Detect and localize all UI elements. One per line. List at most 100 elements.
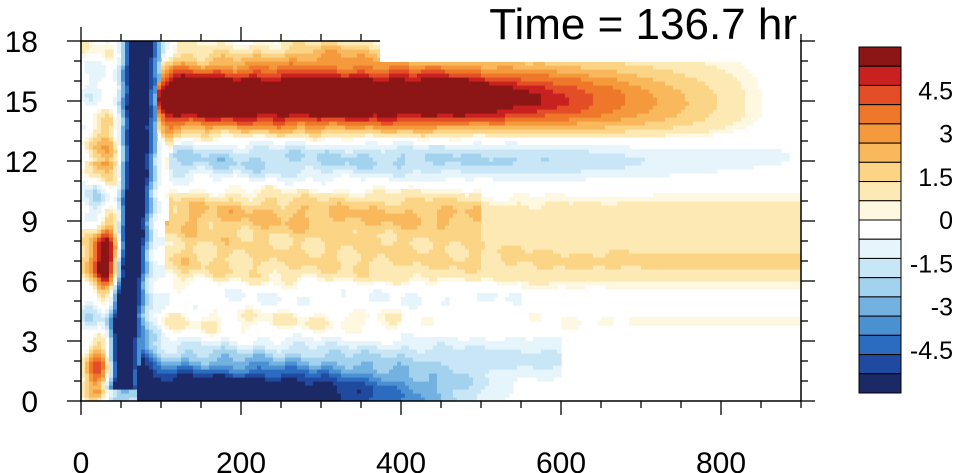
heatmap-cell — [329, 353, 334, 358]
heatmap-cell — [165, 337, 170, 342]
heatmap-cell — [713, 249, 718, 254]
heatmap-cell — [737, 321, 742, 326]
heatmap-cell — [269, 357, 274, 362]
heatmap-cell — [337, 233, 342, 238]
heatmap-cell — [641, 229, 646, 234]
heatmap-cell — [557, 353, 562, 358]
heatmap-cell — [621, 237, 626, 242]
heatmap-cell — [457, 385, 462, 390]
heatmap-cell — [253, 313, 258, 318]
heatmap-cell — [201, 229, 206, 234]
heatmap-cell — [93, 381, 98, 386]
heatmap-cell — [521, 365, 526, 370]
heatmap-cell — [245, 237, 250, 242]
heatmap-cell — [601, 281, 606, 286]
heatmap-cell — [93, 281, 98, 286]
heatmap-cell — [353, 229, 358, 234]
heatmap-cell — [237, 237, 242, 242]
heatmap-cell — [205, 237, 210, 242]
heatmap-cell — [197, 353, 202, 358]
heatmap-cell — [413, 241, 418, 246]
heatmap-cell — [241, 381, 246, 386]
heatmap-cell — [145, 393, 150, 398]
heatmap-cell — [357, 389, 362, 394]
heatmap-cell — [473, 249, 478, 254]
heatmap-cell — [189, 277, 194, 282]
heatmap-cell — [701, 249, 706, 254]
heatmap-cell — [253, 237, 258, 242]
heatmap-cell — [773, 261, 778, 266]
heatmap-cell — [217, 357, 222, 362]
heatmap-cell — [233, 245, 238, 250]
heatmap-cell — [729, 285, 734, 290]
heatmap-cell — [317, 325, 322, 330]
heatmap-cell — [605, 257, 610, 262]
heatmap-cell — [713, 317, 718, 322]
heatmap-cell — [541, 337, 546, 342]
heatmap-cell — [285, 245, 290, 250]
heatmap-cell — [797, 229, 801, 234]
heatmap-cell — [277, 377, 282, 382]
heatmap-cell — [545, 273, 550, 278]
heatmap-cell — [165, 229, 170, 234]
heatmap-cell — [277, 393, 282, 398]
heatmap-cell — [449, 369, 454, 374]
heatmap-cell — [157, 385, 162, 390]
heatmap-cell — [437, 337, 442, 342]
heatmap-cell — [305, 237, 310, 242]
heatmap-cell — [413, 237, 418, 242]
heatmap-cell — [385, 365, 390, 370]
heatmap-cell — [105, 297, 110, 302]
heatmap-cell — [601, 233, 606, 238]
heatmap-cell — [193, 385, 198, 390]
heatmap-cell — [325, 345, 330, 350]
heatmap-cell — [281, 269, 286, 274]
heatmap-cell — [313, 381, 318, 386]
heatmap-cell — [217, 249, 222, 254]
heatmap-cell — [165, 249, 170, 254]
heatmap-cell — [173, 341, 178, 346]
heatmap-cell — [149, 229, 154, 234]
heatmap-cell — [441, 269, 446, 274]
heatmap-cell — [677, 245, 682, 250]
heatmap-cell — [521, 245, 526, 250]
heatmap-cell — [97, 261, 102, 266]
heatmap-cell — [177, 373, 182, 378]
heatmap-cell — [389, 353, 394, 358]
heatmap-cell — [265, 317, 270, 322]
heatmap-cell — [149, 321, 154, 326]
heatmap-cell — [85, 261, 90, 266]
heatmap-cell — [329, 245, 334, 250]
heatmap-cell — [769, 317, 774, 322]
heatmap-cell — [245, 233, 250, 238]
heatmap-cell — [137, 261, 142, 266]
heatmap-cell — [273, 313, 278, 318]
heatmap-cell — [429, 357, 434, 362]
heatmap-cell — [505, 249, 510, 254]
heatmap-cell — [101, 357, 106, 362]
heatmap-cell — [385, 297, 390, 302]
heatmap-cell — [421, 253, 426, 258]
heatmap-cell — [381, 357, 386, 362]
heatmap-cell — [341, 393, 346, 398]
heatmap-cell — [333, 349, 338, 354]
heatmap-cell — [389, 369, 394, 374]
heatmap-cell — [101, 353, 106, 358]
heatmap-cell — [689, 245, 694, 250]
heatmap-cell — [277, 277, 282, 282]
heatmap-cell — [425, 385, 430, 390]
heatmap-cell — [433, 365, 438, 370]
heatmap-cell — [557, 245, 562, 250]
heatmap-cell — [481, 261, 486, 266]
heatmap-cell — [781, 317, 786, 322]
heatmap-cell — [357, 325, 362, 330]
heatmap-cell — [409, 225, 414, 230]
heatmap-cell — [205, 385, 210, 390]
heatmap-cell — [373, 289, 378, 294]
heatmap-cell — [165, 341, 170, 346]
heatmap-cell — [81, 233, 86, 238]
heatmap-cell — [697, 237, 702, 242]
heatmap-cell — [493, 349, 498, 354]
heatmap-cell — [673, 229, 678, 234]
heatmap-cell — [249, 305, 254, 310]
